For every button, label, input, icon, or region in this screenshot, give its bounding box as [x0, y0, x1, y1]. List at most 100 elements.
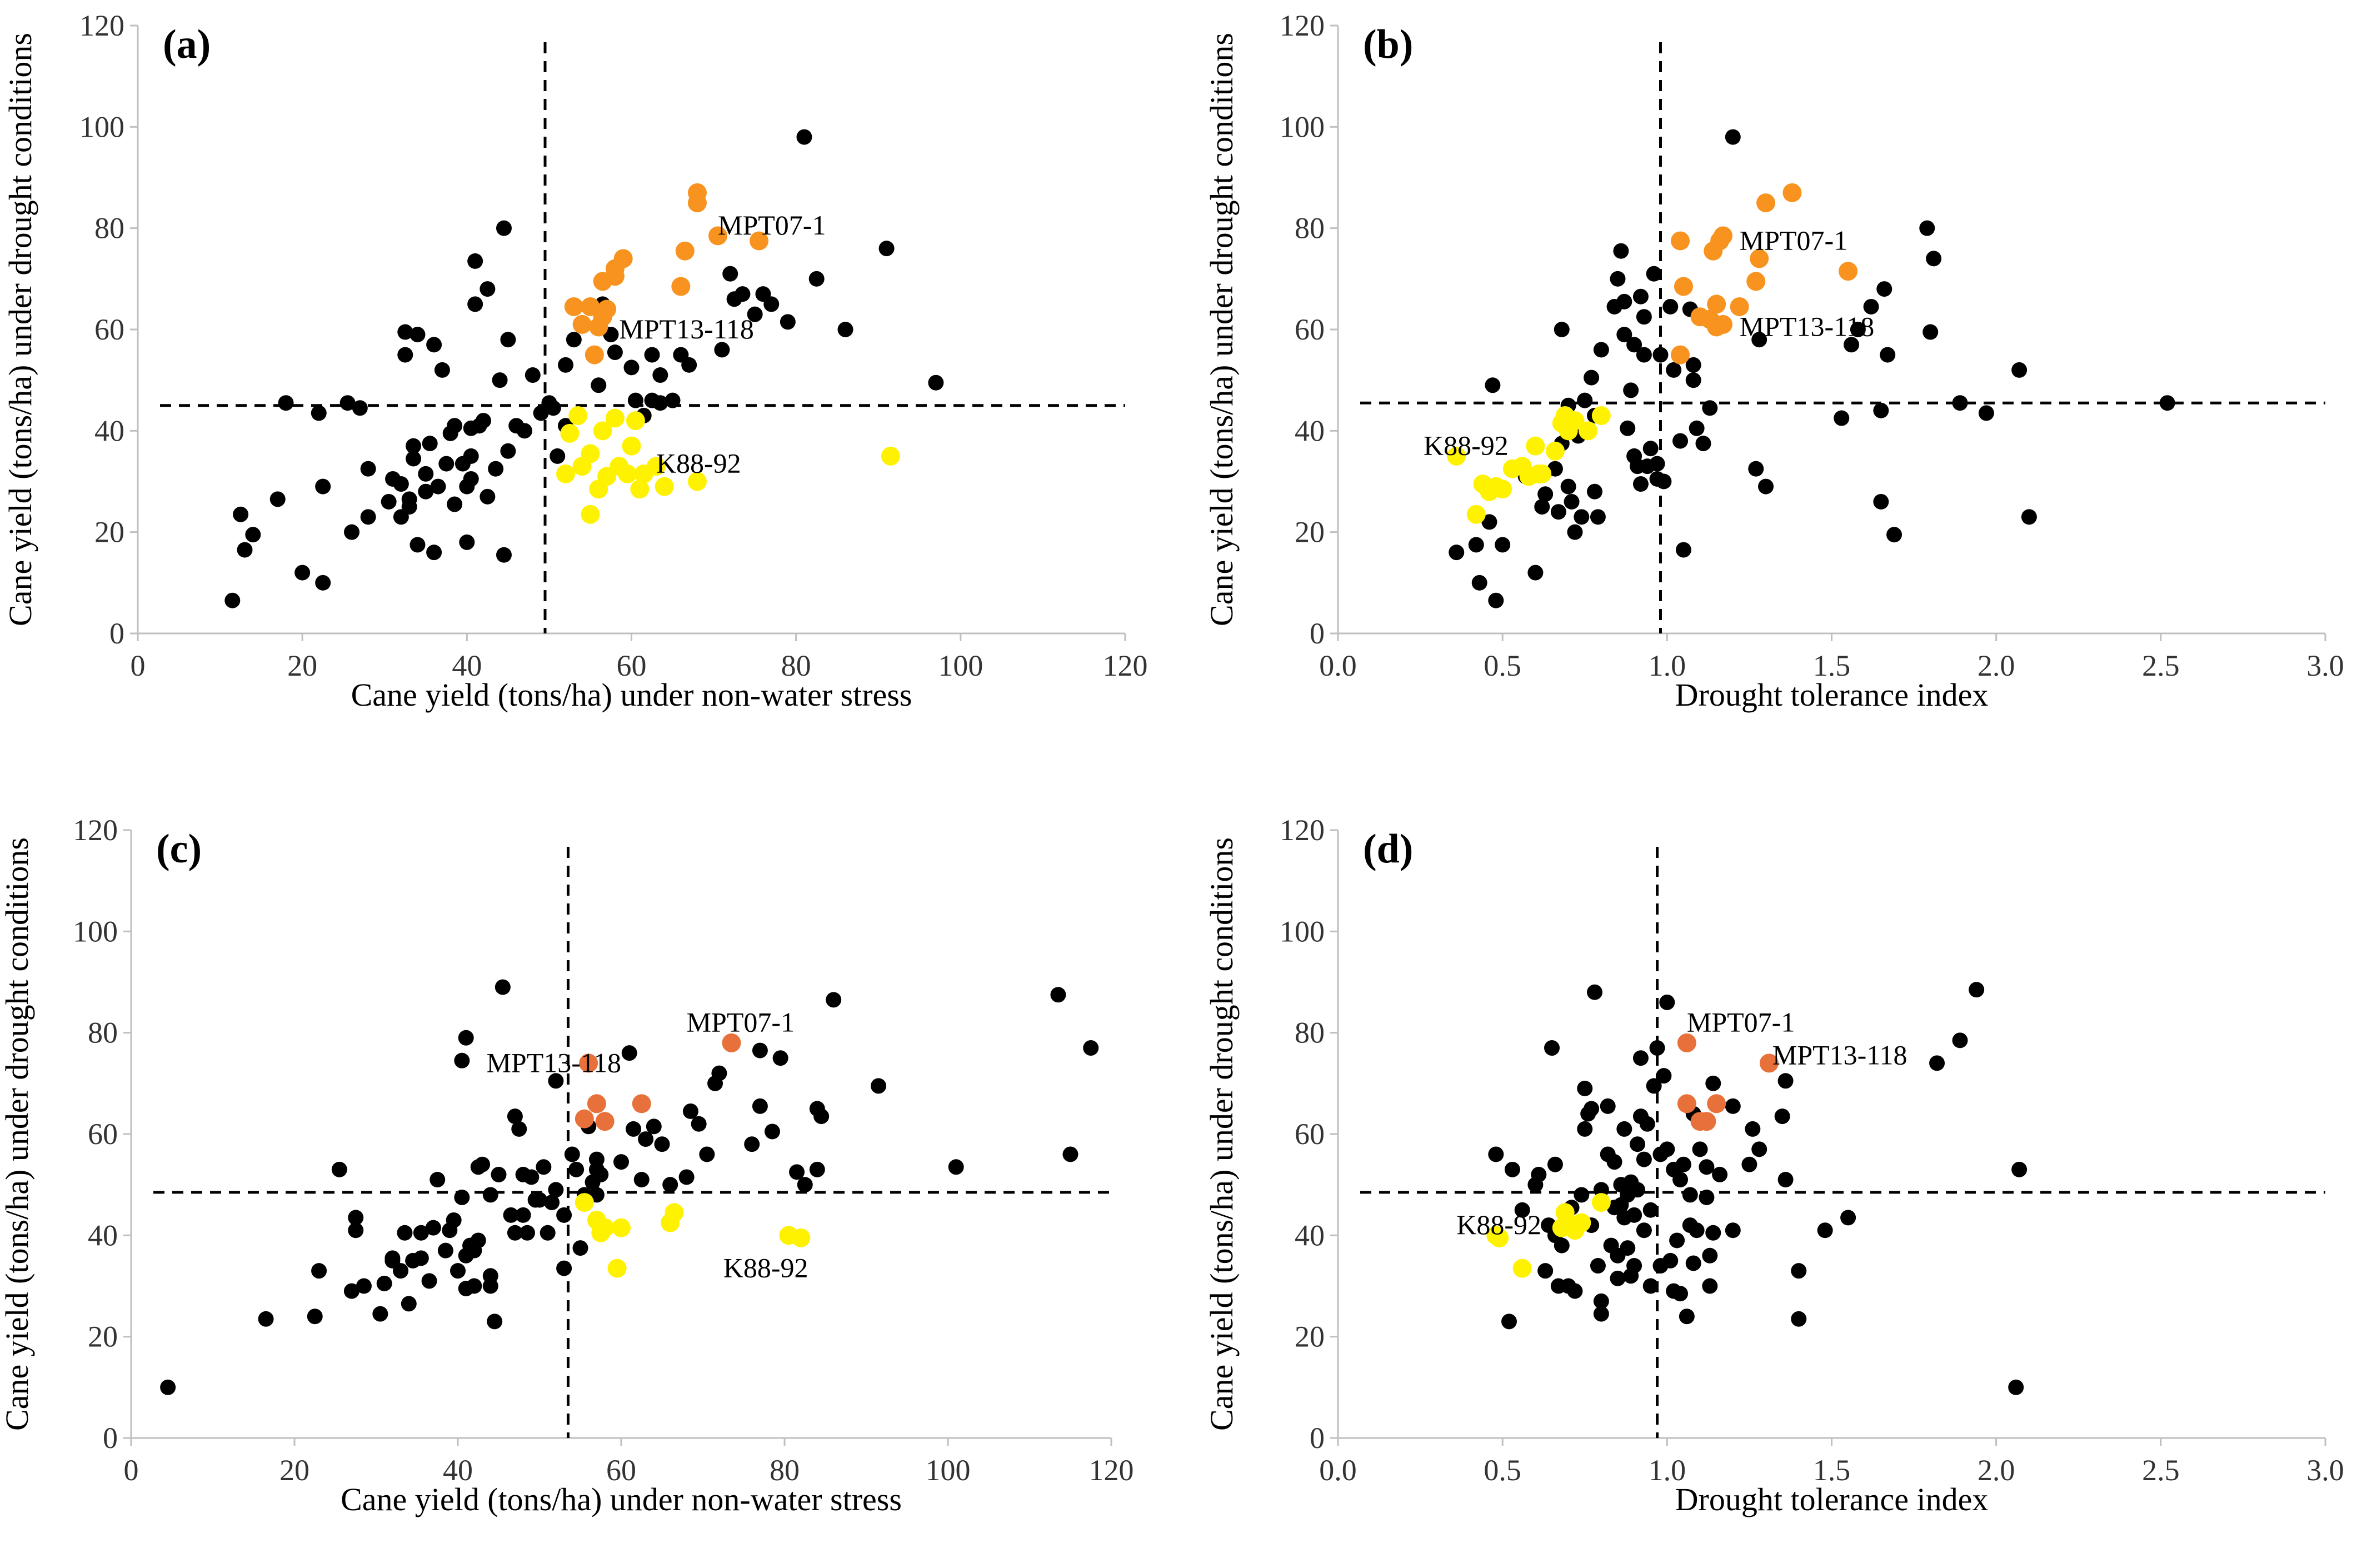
data-point-other — [1699, 1159, 1715, 1175]
data-point-low — [612, 1218, 631, 1237]
point-annotation: MPT13-118 — [619, 313, 754, 344]
data-point-low — [1591, 1193, 1611, 1212]
data-point-low — [581, 444, 600, 463]
data-point-other — [397, 347, 413, 363]
data-point-other — [1659, 1141, 1675, 1157]
y-tick-label: 100 — [79, 110, 124, 143]
data-point-other — [1590, 509, 1606, 525]
y-tick-label: 60 — [94, 313, 124, 346]
y-tick-label: 60 — [88, 1117, 118, 1151]
data-point-high — [572, 314, 592, 334]
data-point-other — [447, 418, 463, 434]
data-point-other — [809, 1161, 825, 1177]
data-point-other — [808, 271, 825, 287]
data-point-low — [1490, 1228, 1509, 1247]
data-point-other — [487, 1314, 503, 1330]
data-point-other — [1590, 1258, 1606, 1274]
point-annotation: K88-92 — [656, 448, 741, 479]
data-point-other — [1639, 1116, 1655, 1132]
data-point-low — [1447, 446, 1466, 466]
data-point-other — [1050, 987, 1066, 1003]
data-point-other — [360, 461, 376, 477]
point-annotation: MPT13-118 — [1772, 1040, 1907, 1071]
data-point-other — [621, 1045, 637, 1061]
data-point-other — [1725, 1098, 1741, 1114]
x-tick-label: 40 — [443, 1454, 473, 1487]
data-point-low — [646, 457, 666, 476]
data-point-other — [1574, 1187, 1590, 1203]
data-point-other — [1844, 337, 1860, 353]
data-point-other — [1630, 1182, 1646, 1198]
data-point-other — [1616, 293, 1632, 309]
data-point-high — [1677, 1033, 1696, 1052]
data-point-other — [1584, 1101, 1600, 1117]
data-point-other — [1682, 1187, 1698, 1203]
data-point-other — [681, 357, 697, 373]
data-point-other — [1692, 1141, 1708, 1157]
data-point-other — [536, 1159, 552, 1175]
point-annotation: MPT07-1 — [687, 1006, 795, 1037]
data-point-other — [1834, 410, 1850, 426]
data-point-other — [434, 362, 450, 378]
data-point-other — [233, 506, 249, 522]
data-point-other — [548, 1182, 564, 1198]
y-tick-label: 80 — [1295, 1016, 1325, 1050]
data-point-other — [1632, 1050, 1649, 1066]
data-point-other — [410, 537, 426, 553]
data-point-low — [605, 408, 625, 428]
data-point-low — [622, 436, 641, 456]
data-point-other — [1550, 504, 1566, 520]
x-tick-label: 0.0 — [1319, 1454, 1357, 1487]
x-tick-label: 100 — [938, 649, 983, 682]
data-point-other — [1468, 537, 1484, 553]
data-point-other — [491, 1166, 507, 1182]
data-point-other — [492, 372, 508, 388]
data-point-other — [447, 496, 463, 512]
y-axis-title: Cane yield (tons/ha) under drought condi… — [1204, 33, 1240, 626]
y-tick-label: 60 — [1295, 1117, 1325, 1151]
data-point-other — [1593, 342, 1609, 358]
data-point-other — [1649, 456, 1665, 472]
data-point-low — [607, 1259, 627, 1278]
data-point-high — [722, 1033, 741, 1052]
data-point-other — [1642, 441, 1659, 457]
data-point-other — [652, 367, 668, 383]
data-point-other — [826, 992, 842, 1008]
data-point-high — [579, 1053, 598, 1073]
data-point-other — [418, 466, 434, 482]
data-point-other — [515, 1207, 531, 1223]
data-point-other — [482, 1187, 498, 1203]
data-point-other — [550, 448, 566, 464]
data-point-other — [311, 405, 327, 421]
x-axis-title: Drought tolerance index — [1675, 677, 1989, 713]
data-point-other — [406, 438, 422, 454]
data-point-other — [780, 314, 796, 330]
data-point-other — [1534, 499, 1550, 515]
data-point-other — [475, 413, 491, 429]
data-point-other — [540, 1225, 556, 1241]
data-point-other — [752, 1098, 768, 1114]
data-point-low — [1526, 436, 1545, 456]
data-point-other — [1449, 545, 1465, 561]
data-point-other — [682, 1103, 698, 1119]
data-point-other — [2011, 1161, 2028, 1177]
data-point-low — [626, 411, 645, 431]
data-point-other — [224, 592, 241, 608]
data-point-other — [646, 1118, 662, 1135]
x-tick-label: 120 — [1089, 1454, 1134, 1487]
data-point-high — [595, 1112, 615, 1131]
data-point-other — [516, 423, 532, 439]
x-tick-label: 1.0 — [1649, 649, 1686, 682]
data-point-other — [1620, 1240, 1636, 1256]
data-point-other — [556, 1260, 572, 1276]
data-point-other — [1969, 982, 1985, 998]
data-point-other — [1685, 357, 1701, 373]
data-point-other — [764, 1123, 780, 1140]
x-tick-label: 3.0 — [2306, 649, 2344, 682]
y-tick-label: 80 — [94, 212, 124, 245]
panel-label: (d) — [1363, 826, 1413, 872]
data-point-other — [532, 1192, 547, 1208]
data-point-other — [627, 392, 643, 408]
data-point-other — [1705, 1075, 1721, 1091]
data-point-other — [1632, 476, 1649, 492]
